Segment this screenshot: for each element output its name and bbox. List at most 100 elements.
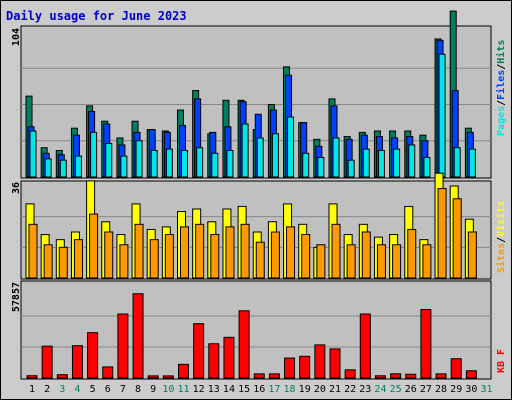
day-label: 19 — [299, 384, 311, 395]
legend-sites: Sites — [495, 243, 507, 273]
pages-bar — [302, 152, 310, 178]
kbytes-bar — [238, 310, 250, 379]
sites-bar — [346, 244, 356, 279]
bottom-legend: KB F — [496, 349, 507, 373]
day-label: 9 — [150, 384, 156, 395]
sites-bar — [164, 234, 174, 279]
kbytes-bar — [223, 336, 235, 379]
day-label: 31 — [480, 384, 492, 395]
pages-bar — [408, 144, 416, 178]
kbytes-bar — [314, 344, 326, 379]
sites-bar — [361, 231, 371, 279]
day-label: 24 — [374, 384, 386, 395]
pages-bar — [317, 156, 325, 178]
pages-bar — [135, 140, 143, 178]
chart-title: Daily usage for June 2023 — [6, 9, 187, 23]
pages-bar — [211, 152, 219, 178]
kbytes-bar — [178, 363, 189, 379]
legend-files: Files — [495, 70, 507, 100]
sites-bar — [240, 223, 250, 279]
legend-pages: Pages — [496, 106, 507, 136]
sites-bar — [452, 198, 462, 279]
sites-bar — [134, 223, 144, 279]
day-label: 11 — [177, 384, 189, 395]
kbytes-bar — [450, 358, 462, 379]
kbytes-bar — [344, 369, 356, 379]
legend-visits: Visits — [495, 201, 507, 237]
pages-bar — [59, 159, 67, 178]
sites-bar — [195, 223, 205, 279]
pages-bar — [44, 158, 52, 178]
day-label: 7 — [120, 384, 126, 395]
pages-bar — [393, 148, 401, 178]
sites-bar — [43, 244, 53, 279]
kbytes-panel — [20, 280, 492, 380]
kbytes-bar — [117, 313, 129, 379]
sites-bar — [331, 223, 341, 279]
sites-bar — [270, 231, 280, 279]
pages-bar — [74, 155, 82, 178]
kbytes-bar — [390, 373, 402, 379]
sites-bar — [210, 234, 220, 279]
sites-bar — [73, 239, 83, 279]
legend-hits: Hits — [495, 40, 507, 64]
day-label: 4 — [74, 384, 80, 395]
pages-bar — [150, 150, 158, 178]
pages-bar — [362, 148, 370, 178]
kbytes-bar — [405, 373, 417, 379]
day-label: 8 — [135, 384, 141, 395]
day-label: 26 — [405, 384, 417, 395]
day-label: 3 — [59, 384, 65, 395]
kbytes-bar — [102, 366, 114, 379]
day-label: 22 — [344, 384, 356, 395]
pages-bar — [226, 150, 234, 178]
legend-slash: / — [496, 237, 507, 243]
sites-bar — [407, 228, 417, 279]
sites-bar — [28, 223, 38, 279]
sites-bar — [58, 246, 68, 279]
pages-bar — [453, 147, 461, 178]
bottom-max-label: 57857 — [11, 282, 22, 312]
pages-bar — [438, 53, 446, 178]
sites-bar — [422, 244, 432, 279]
legend-kbytes: KB F — [496, 349, 507, 373]
day-label: 16 — [253, 384, 265, 395]
day-label: 25 — [390, 384, 402, 395]
day-label: 12 — [193, 384, 205, 395]
sites-bar — [89, 213, 99, 279]
sites-bar — [316, 244, 326, 279]
kbytes-bar — [147, 375, 159, 379]
day-label: 15 — [238, 384, 250, 395]
legend-slash: / — [496, 64, 507, 70]
pages-bar — [105, 143, 113, 178]
legend-slash: / — [496, 100, 507, 106]
pages-bar — [29, 130, 37, 178]
kbytes-bar — [253, 373, 265, 379]
day-label: 17 — [268, 384, 280, 395]
kbytes-bar — [359, 313, 371, 379]
sites-bar — [286, 226, 296, 279]
kbytes-bar — [71, 345, 83, 379]
sites-bar — [301, 234, 311, 279]
kbytes-bar — [435, 373, 447, 379]
kbytes-bar — [284, 357, 296, 379]
kbytes-bar — [87, 332, 99, 379]
day-label: 6 — [105, 384, 111, 395]
pages-bar — [271, 133, 279, 178]
day-label: 18 — [284, 384, 296, 395]
kbytes-bar — [465, 370, 477, 379]
day-label: 27 — [420, 384, 432, 395]
kbytes-bar — [193, 323, 205, 379]
day-label: 2 — [44, 384, 50, 395]
pages-bar — [347, 159, 355, 178]
kbytes-bar — [208, 343, 220, 379]
day-label: 21 — [329, 384, 341, 395]
pages-bar — [120, 155, 128, 178]
kbytes-bar — [41, 345, 53, 379]
day-label: 10 — [162, 384, 174, 395]
day-label: 14 — [223, 384, 235, 395]
sites-bar — [180, 226, 189, 279]
kbytes-bar — [162, 375, 174, 379]
